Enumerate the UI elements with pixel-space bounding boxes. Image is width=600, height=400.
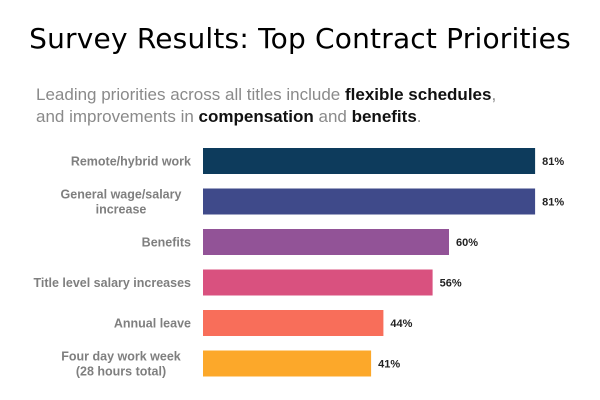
category-label: Four day work week xyxy=(61,350,181,364)
bar-value-label: 81% xyxy=(542,197,564,209)
bar-value-label: 41% xyxy=(378,359,400,371)
chart-title: Survey Results: Top Contract Priorities xyxy=(29,22,571,55)
category-label: (28 hours total) xyxy=(76,365,166,379)
subtitle-line2-suffix: . xyxy=(416,107,422,126)
bar-value-label: 44% xyxy=(390,318,412,330)
bar-value-label: 56% xyxy=(440,278,462,290)
subtitle-emphasis-compensation: compensation xyxy=(198,107,314,126)
bar-row: 60% Benefits xyxy=(142,229,478,255)
bar xyxy=(203,188,536,215)
category-label: Title level salary increases xyxy=(33,276,191,290)
category-label: General wage/salary xyxy=(61,188,182,202)
bar xyxy=(203,310,384,336)
category-label: Benefits xyxy=(142,236,191,250)
subtitle-line2-prefix: and improvements in xyxy=(36,107,199,126)
bar xyxy=(203,350,372,377)
bar xyxy=(203,229,449,255)
subtitle-line1-suffix: , xyxy=(491,85,497,104)
subtitle-line1-prefix: Leading priorities across all titles inc… xyxy=(36,85,345,104)
category-label: Annual leave xyxy=(114,317,191,331)
subtitle-emphasis-flexible-schedules: flexible schedules xyxy=(345,85,492,104)
bar-row: 44% Annual leave xyxy=(114,310,413,336)
subtitle-line2-mid: and xyxy=(313,107,352,126)
subtitle-emphasis-benefits: benefits xyxy=(351,107,417,126)
bar-value-label: 60% xyxy=(456,237,478,249)
chart-subtitle: Leading priorities across all titles inc… xyxy=(36,84,576,128)
bar xyxy=(203,148,536,174)
bar-row: 41% Four day work week(28 hours total) xyxy=(61,350,400,379)
bar xyxy=(203,269,433,296)
bar-value-label: 81% xyxy=(542,156,564,168)
bar-row: 81% Remote/hybrid work xyxy=(71,148,564,174)
bar-row: 56% Title level salary increases xyxy=(33,269,462,296)
category-label: Remote/hybrid work xyxy=(71,155,191,169)
category-label: increase xyxy=(96,203,147,217)
